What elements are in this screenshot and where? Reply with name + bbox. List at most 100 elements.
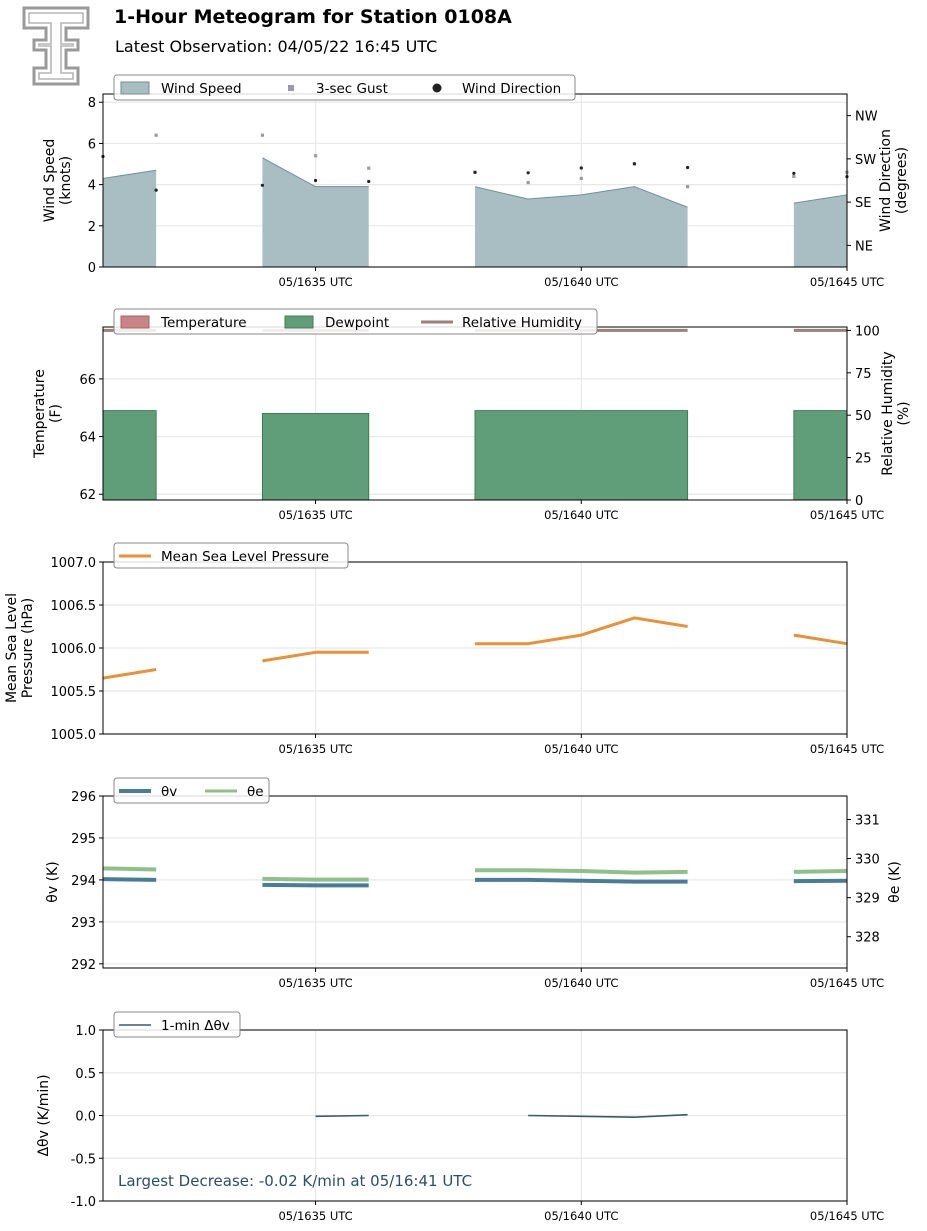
y2-tick-label: 330 (855, 853, 880, 868)
y-tick-label: 62 (79, 488, 96, 503)
y-axis-label: Wind Speed(knots) (42, 139, 74, 223)
y-axis-label-line: Wind Speed (42, 139, 58, 223)
page-subtitle: Latest Observation: 04/05/22 16:45 UTC (115, 37, 437, 56)
page-title: 1-Hour Meteogram for Station 0108A (114, 6, 512, 28)
legend-swatch-wind-speed (120, 81, 150, 95)
x-tick-label: 05/1635 UTC (278, 742, 352, 756)
x-tick-label: 05/1640 UTC (544, 742, 618, 756)
y-tick-label: 294 (71, 874, 96, 889)
wind-speed-line (474, 186, 688, 208)
legend-label: Dewpoint (325, 315, 389, 331)
y-tick-label: 1006.0 (51, 642, 97, 657)
dewpoint-bar (102, 410, 157, 501)
legend-box (113, 777, 270, 804)
y-tick-label: 2 (88, 220, 96, 235)
y2-tick-label: 50 (855, 409, 872, 424)
legend: Mean Sea Level Pressure (113, 542, 349, 569)
gust-point (367, 166, 371, 170)
theta-v-line (475, 877, 688, 884)
y2-tick-label: 75 (855, 367, 872, 382)
y-tick-label: 1006.5 (51, 599, 97, 614)
y-tick-label: 295 (71, 832, 96, 847)
gust-point (154, 133, 158, 137)
y2-axis-label: θe (K) (887, 861, 903, 903)
dtheta-line (528, 1113, 688, 1119)
y2-tick-label: SW (855, 153, 876, 168)
direction-point (526, 171, 530, 175)
y2-tick-label: 100 (855, 324, 880, 339)
y-axis-label-line: Mean Sea Level (4, 593, 20, 703)
y2-tick-label: NE (855, 239, 873, 254)
y2-axis-label-line: θe (K) (887, 861, 903, 903)
y-tick-label: 292 (71, 958, 96, 973)
plot-frame (102, 795, 848, 969)
direction-point (792, 171, 796, 175)
direction-point (685, 165, 690, 170)
y-axis-label-line: Pressure (hPa) (20, 598, 36, 698)
y-axis-label: Mean Sea LevelPressure (hPa) (4, 593, 36, 703)
legend-label: Wind Direction (462, 81, 561, 97)
y-tick-label: -0.5 (71, 1152, 96, 1167)
gust-point (685, 185, 690, 189)
wind-speed-area (475, 186, 688, 267)
y-tick-label: 1005.5 (51, 685, 97, 700)
y2-tick-label: 331 (855, 813, 880, 828)
y-tick-label: 293 (71, 916, 96, 931)
x-tick-label: 05/1635 UTC (278, 1209, 352, 1223)
panel-temp: 62 64 66 0 25 50 75 100 05/1635 UTC 05/1640 UTC 05… (32, 308, 912, 522)
theta-e-line (793, 869, 848, 874)
x-tick-label: 05/1640 UTC (544, 275, 618, 289)
wind-speed-area (793, 194, 847, 267)
gust-point (526, 180, 530, 185)
mslp-line (102, 668, 157, 680)
mslp-line (475, 616, 688, 646)
legend-label: θe (247, 784, 264, 800)
y-tick-label: 0.0 (75, 1110, 96, 1125)
theta-e-line (262, 876, 369, 882)
double-t-logo-icon (22, 6, 90, 86)
legend-label: 3-sec Gust (316, 81, 388, 97)
legend-box (113, 542, 349, 569)
x-tick-label: 05/1640 UTC (544, 1209, 618, 1223)
direction-point (632, 162, 637, 166)
panel-mslp: 1005.0 1005.5 1006.0 1006.5 1007.0 05/1635 UT… (4, 542, 884, 756)
panel-wind: 0 2 4 6 8 NE SE SW NW 05/1635 UTC 05/1640 UTC 05/16… (42, 74, 910, 289)
y2-tick-label: 25 (855, 452, 872, 467)
legend-label: Wind Speed (161, 81, 242, 97)
wind-speed-line (262, 157, 369, 188)
y2-axis-label-line: Wind Direction (878, 129, 894, 232)
legend-box (113, 308, 598, 335)
dewpoint-bar (793, 410, 848, 501)
y-tick-label: 0 (88, 261, 96, 276)
x-tick-label: 05/1640 UTC (544, 508, 618, 522)
legend: θv θe (113, 777, 270, 804)
dewpoint-bar (474, 410, 689, 501)
legend-box (113, 74, 576, 101)
gust-point (260, 133, 265, 137)
y2-axis-label: Relative Humidity(%) (880, 351, 912, 475)
direction-point (154, 188, 158, 192)
y-tick-label: 0.5 (75, 1067, 96, 1082)
direction-point (473, 170, 477, 174)
y2-axis-label-line: (degrees) (894, 147, 910, 214)
legend: Wind Speed 3-sec Gust Wind Direction (113, 74, 576, 101)
y-tick-label: 1005.0 (51, 728, 97, 743)
x-tick-label: 05/1645 UTC (810, 275, 884, 289)
legend-box (113, 1011, 241, 1038)
legend-label: 1-min Δθv (161, 1018, 230, 1034)
legend-swatch-temperature (120, 315, 150, 329)
y-axis-label-line: Temperature (32, 369, 48, 459)
direction-point (367, 179, 371, 184)
gust-point (579, 176, 583, 181)
y-axis-label: Temperature(F) (32, 369, 64, 459)
gust-point (313, 154, 318, 158)
wind-speed-line (793, 194, 848, 204)
y2-tick-label: 328 (855, 931, 880, 946)
y2-axis-label-line: (%) (896, 401, 912, 425)
direction-point (579, 166, 583, 170)
chart-panels: 0 2 4 6 8 NE SE SW NW 05/1635 UTC 05/1640 UTC 05/16… (4, 74, 912, 1223)
legend-swatch-direction (432, 83, 442, 93)
y-tick-label: 6 (88, 137, 96, 152)
x-tick-label: 05/1635 UTC (278, 508, 352, 522)
